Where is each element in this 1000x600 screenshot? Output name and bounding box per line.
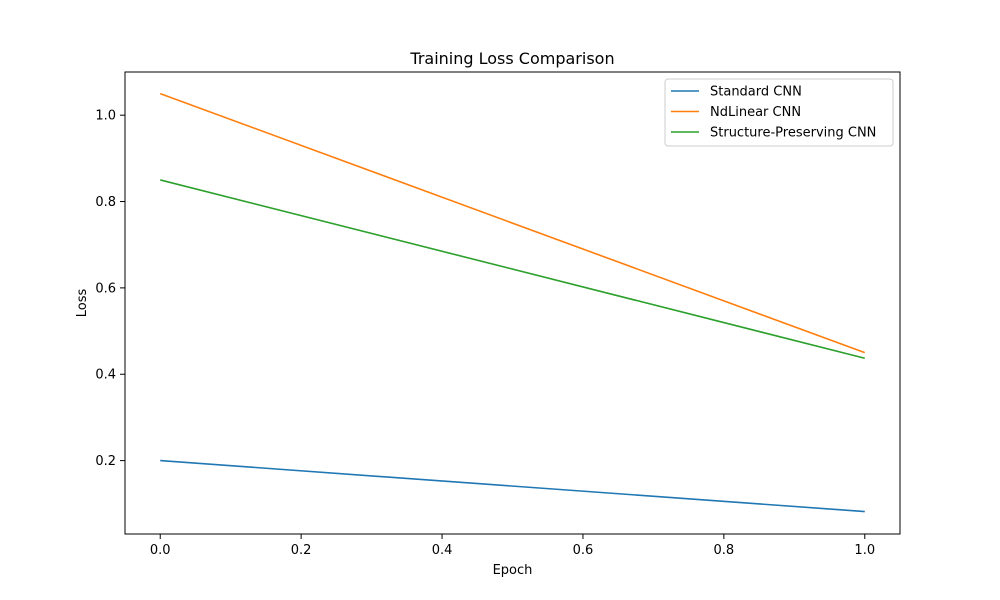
plot-area [124, 71, 901, 535]
y-tick-label: 0.4 [95, 368, 116, 383]
x-axis-label: Epoch [493, 563, 533, 578]
y-tick-label: 0.2 [95, 454, 116, 469]
series-line [159, 92, 866, 354]
x-tick-label: 1.0 [854, 543, 875, 558]
series-line [160, 179, 865, 360]
x-tick-label: 0.0 [150, 543, 171, 558]
y-tick-label: 0.6 [95, 281, 116, 296]
x-axis-ticks: 0.0 0.2 0.4 0.6 0.8 1.0 [150, 534, 875, 558]
legend: Standard CNN NdLinear CNN Structure-Preser… [664, 78, 894, 147]
y-tick-label: 0.8 [95, 195, 116, 210]
series-line [160, 459, 865, 513]
legend-box [664, 78, 894, 147]
y-axis-ticks: 0.2 0.4 0.6 0.8 1.0 [95, 109, 125, 469]
legend-entry-label: Standard CNN [710, 85, 802, 100]
legend-entry-label: NdLinear CNN [710, 105, 801, 120]
x-tick-label: 0.2 [291, 543, 312, 558]
y-tick-label: 1.0 [95, 109, 116, 124]
y-axis-label: Loss [75, 289, 90, 318]
x-tick-label: 0.4 [432, 543, 453, 558]
legend-entry-label: Structure-Preserving CNN [710, 126, 876, 141]
series-lines [159, 92, 866, 513]
x-tick-label: 0.8 [714, 543, 735, 558]
chart-title: Training Loss Comparison [409, 49, 614, 68]
x-tick-label: 0.6 [573, 543, 594, 558]
